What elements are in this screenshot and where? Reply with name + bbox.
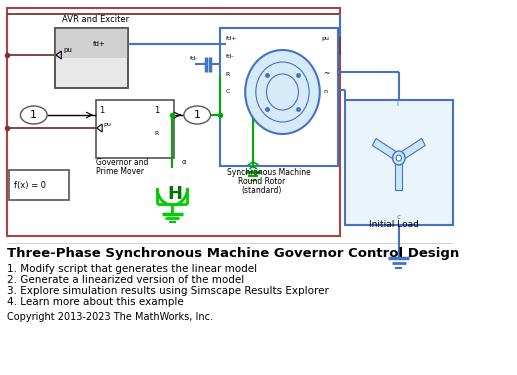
Polygon shape [396, 161, 402, 190]
Text: Synchronous Machine: Synchronous Machine [226, 168, 310, 177]
Text: C: C [225, 89, 230, 94]
Text: Copyright 2013-2023 The MathWorks, Inc.: Copyright 2013-2023 The MathWorks, Inc. [7, 312, 213, 322]
Text: pu: pu [63, 47, 72, 53]
Text: H: H [167, 185, 182, 203]
Text: pu: pu [322, 36, 329, 41]
Text: i: i [396, 101, 398, 107]
Text: f(x) = 0: f(x) = 0 [14, 181, 46, 190]
Text: AVR and Exciter: AVR and Exciter [62, 15, 129, 24]
Polygon shape [399, 138, 425, 160]
Text: R: R [155, 131, 159, 136]
Circle shape [245, 50, 320, 134]
Bar [55, 28, 128, 88]
Text: 2. Generate a linearized version of the model: 2. Generate a linearized version of the … [7, 275, 245, 285]
Ellipse shape [21, 106, 47, 124]
Text: 1: 1 [194, 110, 201, 120]
Text: Three-Phase Synchronous Machine Governor Control Design: Three-Phase Synchronous Machine Governor… [7, 247, 460, 260]
Text: (standard): (standard) [241, 186, 282, 195]
Text: ~: ~ [323, 69, 330, 78]
Text: 4. Learn more about this example: 4. Learn more about this example [7, 297, 184, 307]
Text: 1. Modify script that generates the linear model: 1. Modify script that generates the line… [7, 264, 257, 274]
Bar [55, 28, 128, 58]
Text: Initial Load: Initial Load [369, 220, 418, 229]
Text: fd-: fd- [190, 56, 199, 61]
Text: 1: 1 [30, 110, 37, 120]
Text: Prime Mover: Prime Mover [96, 167, 144, 176]
Text: R: R [225, 72, 230, 77]
Circle shape [392, 151, 405, 165]
Text: 1: 1 [155, 106, 160, 115]
Bar [55, 28, 128, 88]
Bar [345, 100, 453, 225]
Text: fd+: fd+ [225, 36, 237, 41]
Text: α: α [181, 159, 186, 165]
Text: fd-: fd- [225, 54, 234, 59]
Ellipse shape [184, 106, 210, 124]
Text: n: n [323, 89, 327, 94]
Text: 1: 1 [99, 106, 105, 115]
Text: 3. Explore simulation results using Simscape Results Explorer: 3. Explore simulation results using Sims… [7, 286, 329, 296]
Bar [96, 100, 174, 158]
Circle shape [396, 155, 402, 161]
Text: c: c [396, 214, 400, 220]
Polygon shape [372, 138, 398, 160]
Bar [220, 28, 338, 166]
Bar [9, 170, 69, 200]
Text: fd+: fd+ [93, 41, 106, 47]
Text: Round Rotor: Round Rotor [238, 177, 285, 186]
Text: pu: pu [103, 122, 111, 127]
Bar [7, 8, 340, 236]
Text: Governor and: Governor and [96, 158, 148, 167]
